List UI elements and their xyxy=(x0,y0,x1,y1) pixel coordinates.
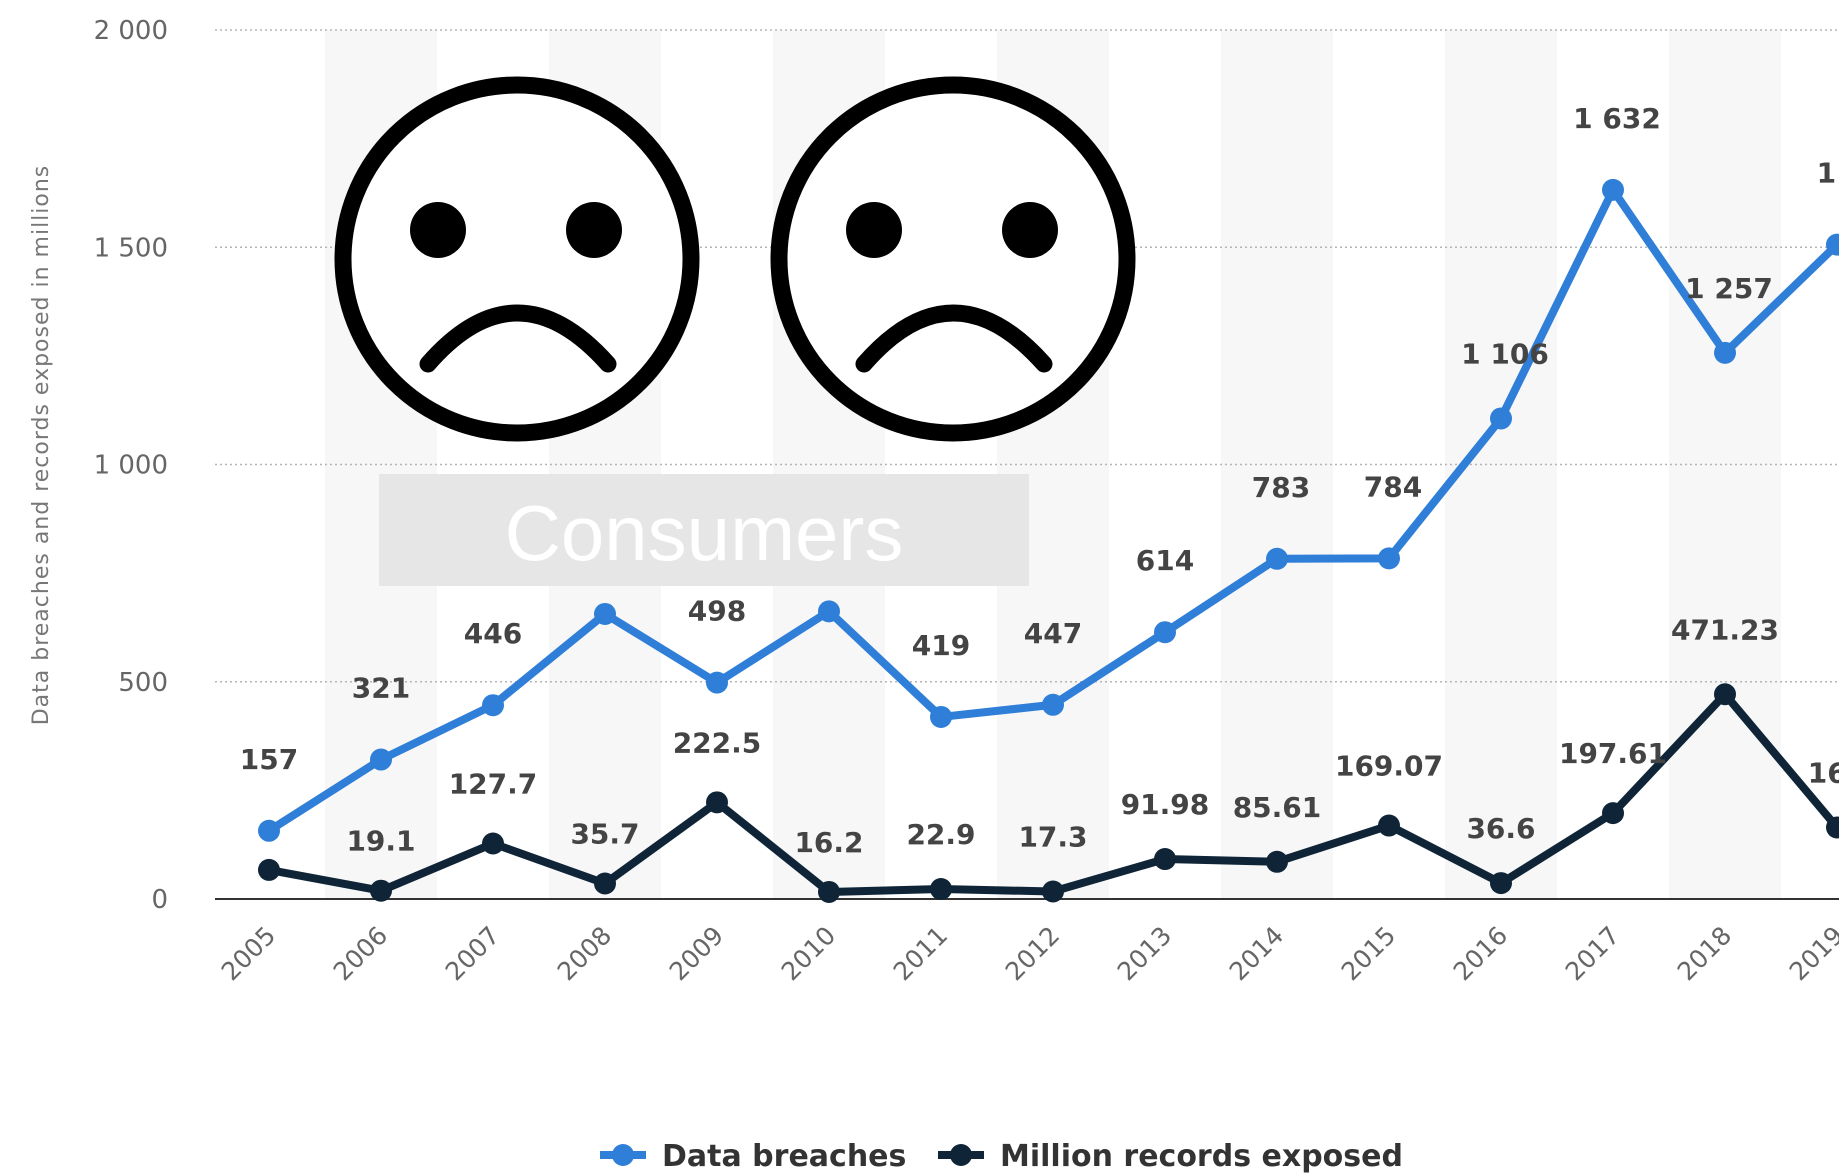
data-labels: 157 321 446 498 419 447 614 783 784 1 106 1 632 1 2… xyxy=(240,102,1839,859)
data-label: 498 xyxy=(688,595,746,628)
data-point xyxy=(930,878,952,901)
data-label: 1 5 xyxy=(1817,157,1839,190)
data-point xyxy=(706,671,728,694)
data-label: 169.07 xyxy=(1335,750,1443,783)
x-tick-label: 2018 xyxy=(1672,921,1737,986)
data-label: 614 xyxy=(1136,544,1194,577)
x-tick-label: 2014 xyxy=(1224,921,1289,986)
data-point xyxy=(1378,547,1400,570)
data-point xyxy=(370,748,392,771)
data-point xyxy=(258,858,280,881)
caption-box xyxy=(379,474,1029,586)
data-point xyxy=(1490,872,1512,895)
x-tick-label: 2011 xyxy=(888,921,953,986)
data-point xyxy=(818,600,840,623)
x-tick-label: 2008 xyxy=(552,921,617,986)
legend: Data breaches Million records exposed xyxy=(600,1139,1403,1173)
data-point xyxy=(482,832,504,855)
data-point xyxy=(482,694,504,717)
x-tick-label: 2013 xyxy=(1112,921,1177,986)
data-label: 321 xyxy=(352,672,410,705)
x-tick-label: 2012 xyxy=(1000,921,1065,986)
data-point xyxy=(1266,547,1288,570)
data-point xyxy=(1490,407,1512,430)
data-label: 164 xyxy=(1808,756,1839,789)
data-point xyxy=(1154,848,1176,871)
data-label: 419 xyxy=(912,629,970,662)
data-label: 36.6 xyxy=(1466,812,1535,845)
data-label: 222.5 xyxy=(673,726,762,759)
legend-marker xyxy=(950,1144,972,1166)
data-label: 783 xyxy=(1252,471,1310,504)
data-point xyxy=(1042,693,1064,716)
x-tick-label: 2006 xyxy=(328,921,393,986)
data-point xyxy=(706,791,728,814)
x-tick-label: 2007 xyxy=(440,921,505,986)
data-point xyxy=(1826,816,1839,839)
x-tick-label: 2009 xyxy=(664,921,729,986)
legend-item-label: Million records exposed xyxy=(1000,1139,1403,1173)
data-point xyxy=(1826,233,1839,256)
caption-text: Consumers xyxy=(505,489,904,577)
data-point xyxy=(1714,341,1736,364)
data-label: 446 xyxy=(464,617,522,650)
x-tick-label: 2019 xyxy=(1784,921,1839,986)
data-label: 447 xyxy=(1024,617,1082,650)
legend-item-label: Data breaches xyxy=(662,1139,906,1173)
y-tick-label: 1 000 xyxy=(94,451,168,481)
data-point xyxy=(594,602,616,625)
data-label: 22.9 xyxy=(906,818,975,851)
data-point xyxy=(370,879,392,902)
data-point xyxy=(1042,880,1064,903)
y-tick-label: 2 000 xyxy=(94,16,168,46)
sad-face-icon xyxy=(334,76,700,442)
data-label: 17.3 xyxy=(1018,820,1087,853)
data-label: 35.7 xyxy=(570,817,639,850)
data-point xyxy=(1266,850,1288,873)
data-label: 1 632 xyxy=(1573,102,1661,135)
data-point xyxy=(1602,178,1624,201)
x-tick-label: 2010 xyxy=(776,921,841,986)
data-label: 127.7 xyxy=(449,768,538,801)
data-label: 1 106 xyxy=(1461,337,1549,370)
data-point xyxy=(1714,683,1736,706)
data-label: 1 257 xyxy=(1685,272,1773,305)
data-point xyxy=(930,705,952,728)
data-label: 784 xyxy=(1364,470,1422,503)
x-tick-label: 2005 xyxy=(216,921,281,986)
y-tick-label: 500 xyxy=(118,668,168,698)
x-tick-label: 2017 xyxy=(1560,921,1625,986)
y-axis-ticks: 0 500 1 000 1 500 2 000 xyxy=(94,16,168,915)
y-tick-label: 0 xyxy=(151,885,168,915)
data-label: 19.1 xyxy=(346,825,415,858)
data-label: 85.61 xyxy=(1233,791,1322,824)
data-label: 91.98 xyxy=(1121,788,1210,821)
data-label: 16.2 xyxy=(794,826,863,859)
data-point xyxy=(594,872,616,895)
data-point xyxy=(1378,814,1400,837)
data-label: 197.61 xyxy=(1559,737,1667,770)
data-point xyxy=(1602,802,1624,825)
series-lines xyxy=(258,178,1839,903)
y-axis-label: Data breaches and records exposed in mil… xyxy=(29,165,54,726)
data-point xyxy=(258,819,280,842)
y-tick-label: 1 500 xyxy=(94,233,168,263)
data-label: 471.23 xyxy=(1671,613,1779,646)
x-axis-ticks: 2005 2006 2007 2008 2009 2010 2011 2012 2013 2014… xyxy=(216,921,1839,986)
data-label: 157 xyxy=(240,743,298,776)
legend-marker xyxy=(612,1144,634,1166)
data-point xyxy=(818,880,840,903)
data-point xyxy=(1154,621,1176,644)
x-tick-label: 2015 xyxy=(1336,921,1401,986)
sad-face-icon xyxy=(770,76,1136,442)
x-tick-label: 2016 xyxy=(1448,921,1513,986)
